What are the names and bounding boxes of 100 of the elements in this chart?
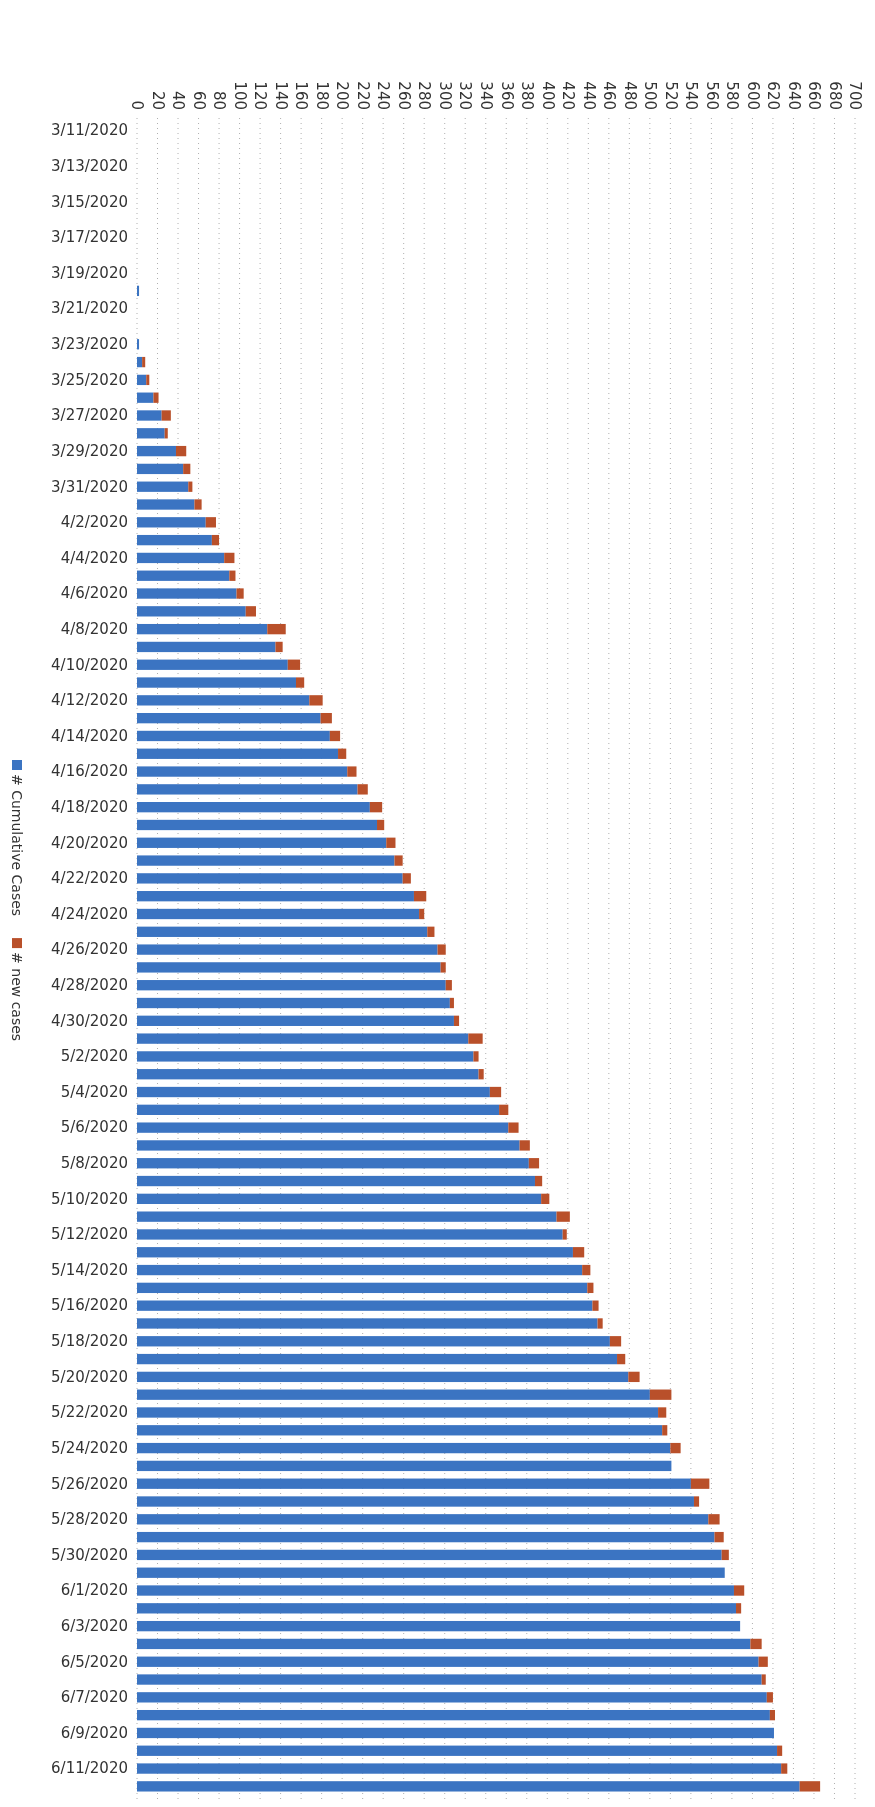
bar — [137, 1763, 782, 1774]
x-tick-label: 40 — [169, 90, 188, 110]
bar — [137, 1264, 583, 1276]
y-tick-label: 3/13/2020 — [51, 157, 128, 176]
bar — [137, 463, 184, 475]
bar — [137, 1158, 529, 1169]
x-tick-label: 20 — [148, 90, 167, 110]
bar — [137, 1692, 767, 1703]
x-tick-label: 520 — [661, 81, 680, 110]
bar — [137, 588, 237, 599]
bar — [369, 802, 383, 813]
bar — [137, 695, 310, 706]
bar — [137, 962, 441, 973]
bar — [690, 1478, 710, 1489]
x-tick-label: 620 — [764, 81, 783, 110]
bar — [236, 588, 244, 599]
x-tick-label: 500 — [641, 81, 660, 110]
bar — [137, 1638, 751, 1650]
y-tick-label: 6/5/2020 — [60, 1652, 128, 1671]
x-tick-label: 300 — [435, 81, 454, 110]
y-tick-label: 5/8/2020 — [60, 1154, 128, 1173]
y-tick-label: 4/14/2020 — [51, 726, 128, 745]
bar — [164, 428, 168, 439]
y-tick-label: 6/3/2020 — [60, 1616, 128, 1635]
bar — [137, 1318, 598, 1329]
bar — [508, 1122, 519, 1133]
bar — [137, 641, 276, 653]
y-tick-label: 4/12/2020 — [51, 691, 128, 710]
x-tick-label: 160 — [292, 81, 311, 110]
y-tick-label: 5/4/2020 — [60, 1082, 128, 1101]
bar — [137, 1353, 618, 1365]
x-tick-label: 140 — [271, 81, 290, 110]
bar — [137, 1514, 709, 1525]
bar — [519, 1140, 530, 1151]
bar — [137, 606, 246, 617]
bar — [161, 410, 171, 421]
x-tick-label: 180 — [312, 81, 331, 110]
y-tick-label: 3/21/2020 — [51, 299, 128, 318]
bar — [736, 1603, 742, 1614]
bar — [137, 802, 370, 813]
bar — [137, 1229, 563, 1240]
bar — [781, 1763, 788, 1774]
x-tick-label: 540 — [682, 81, 701, 110]
bar — [137, 1656, 759, 1667]
bar — [347, 766, 357, 777]
bar — [194, 499, 202, 510]
bar — [153, 392, 159, 403]
bar — [137, 428, 165, 439]
bar — [188, 481, 193, 492]
bar — [721, 1549, 729, 1561]
bar — [587, 1282, 594, 1294]
x-tick-label: 320 — [456, 81, 475, 110]
bar — [338, 748, 347, 759]
y-tick-label: 6/9/2020 — [60, 1723, 128, 1742]
y-tick-label: 4/2/2020 — [60, 513, 128, 532]
bar — [137, 1442, 671, 1454]
bar — [427, 926, 435, 937]
x-tick-label: 120 — [251, 81, 270, 110]
bar — [137, 1567, 725, 1578]
bar — [137, 1371, 629, 1383]
bar — [394, 855, 403, 866]
y-tick-label: 5/6/2020 — [60, 1118, 128, 1137]
y-tick-label: 5/18/2020 — [51, 1332, 128, 1351]
bar — [137, 659, 288, 670]
bar — [245, 606, 256, 617]
bar — [137, 1531, 715, 1543]
y-tick-label: 3/19/2020 — [51, 263, 128, 282]
bar — [137, 374, 147, 386]
bar — [556, 1211, 570, 1222]
bar — [468, 1033, 483, 1044]
bar — [137, 339, 140, 350]
bar — [473, 1051, 479, 1062]
bar — [478, 1069, 484, 1080]
y-tick-label: 4/30/2020 — [51, 1011, 128, 1030]
bar — [137, 1478, 691, 1489]
bar — [137, 499, 195, 510]
bar — [205, 517, 216, 528]
bar — [183, 463, 191, 475]
bar — [295, 677, 305, 688]
bar — [777, 1745, 783, 1756]
bar — [714, 1531, 724, 1543]
y-tick-label: 5/16/2020 — [51, 1296, 128, 1315]
bar — [137, 873, 403, 884]
x-tick-label: 60 — [189, 90, 208, 110]
bar — [137, 1122, 509, 1133]
y-tick-label: 6/11/2020 — [51, 1759, 128, 1778]
y-tick-label: 4/22/2020 — [51, 869, 128, 888]
bar — [137, 1069, 479, 1080]
y-tick-label: 4/20/2020 — [51, 833, 128, 852]
bar — [662, 1425, 668, 1436]
y-tick-label: 5/2/2020 — [60, 1047, 128, 1066]
bar — [761, 1674, 766, 1685]
x-tick-label: 560 — [702, 81, 721, 110]
bar — [137, 534, 212, 546]
x-tick-label: 80 — [210, 90, 229, 110]
bar — [449, 997, 454, 1009]
bar — [137, 570, 230, 581]
x-tick-label: 660 — [805, 81, 824, 110]
x-tick-label: 260 — [394, 81, 413, 110]
bar — [320, 712, 332, 724]
